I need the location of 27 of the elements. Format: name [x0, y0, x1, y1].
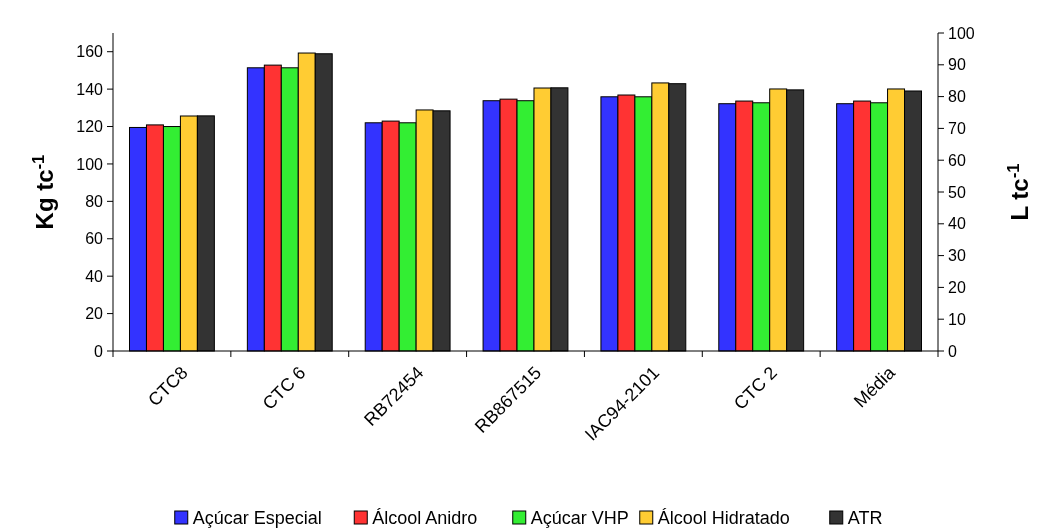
y2-tick-label: 40 — [948, 215, 966, 233]
y-tick-label: 40 — [85, 267, 104, 285]
y-tick-label: 60 — [85, 230, 104, 248]
legend-label: Álcool Anidro — [372, 508, 478, 528]
y-tick-label: 0 — [94, 342, 104, 360]
x-tick-label: CTC 2 — [730, 362, 781, 414]
y2-tick-label: 70 — [948, 120, 966, 137]
y-tick-label: 160 — [76, 43, 104, 61]
y2-tick-label: 80 — [948, 88, 966, 106]
y-tick-label: 120 — [76, 118, 104, 136]
y-tick-label: 140 — [76, 80, 104, 98]
y2-tick-label: 10 — [948, 310, 966, 328]
y2-tick-label: 90 — [948, 56, 966, 74]
y-tick-label: 80 — [85, 192, 104, 210]
y2-tick-label: 100 — [948, 24, 975, 42]
legend-label: Álcool Hidratado — [657, 508, 790, 528]
y2-tick-label: 60 — [948, 151, 966, 169]
y-tick-label: 20 — [85, 305, 104, 323]
legend-label: Açúcar VHP — [530, 508, 629, 528]
y2-tick-label: 30 — [948, 247, 966, 265]
x-tick-label: CTC 6 — [258, 362, 310, 414]
y2-tick-label: 50 — [948, 183, 966, 201]
y-tick-label: 100 — [76, 155, 104, 173]
y2-tick-label: 0 — [948, 342, 957, 360]
legend-label: ATR — [847, 508, 883, 528]
legend-label: Açúcar Especial — [192, 508, 322, 528]
y2-tick-label: 20 — [948, 279, 966, 296]
